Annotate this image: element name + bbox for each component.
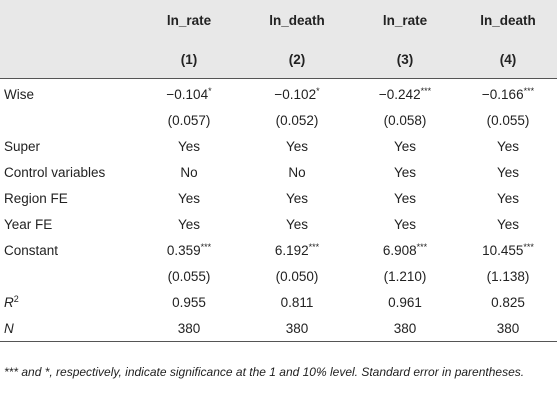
table-cell: Yes <box>177 138 201 154</box>
table-cell: 380 <box>135 315 243 342</box>
table-cell: Yes <box>496 164 520 180</box>
table-cell: 380 <box>459 315 557 342</box>
corner <box>0 40 135 79</box>
table-cell: −0.104* <box>135 79 243 108</box>
table-cell: 0.955 <box>172 294 206 310</box>
cell-sup: *** <box>420 85 432 96</box>
cell-sup: *** <box>416 241 428 252</box>
row-label: Control variables <box>4 164 106 180</box>
table-cell: (0.052) <box>275 112 319 128</box>
table-cell: Yes <box>393 164 417 180</box>
cell-sup: * <box>316 85 320 96</box>
cell-text: 6.192 <box>274 242 309 258</box>
table-cell: 0.811 <box>280 294 314 310</box>
table-cell: 10.455*** <box>459 237 557 263</box>
table-cell: Yes <box>496 190 520 206</box>
table-row: R2 0.955 0.811 0.961 0.825 <box>0 289 557 315</box>
table-row: Year FE Yes Yes Yes Yes <box>0 211 557 237</box>
table-cell: Yes <box>285 216 309 232</box>
table-cell: (0.055) <box>486 112 530 128</box>
table-row: (0.057) (0.052) (0.058) (0.055) <box>0 107 557 133</box>
table-row: Control variables No No Yes Yes <box>0 159 557 185</box>
cell-text: 0.359 <box>166 242 201 258</box>
table-cell: Yes <box>496 138 520 154</box>
column-number: (3) <box>351 40 459 79</box>
table-row: (0.055) (0.050) (1.210) (1.138) <box>0 263 557 289</box>
cell-text: −0.166 <box>481 86 524 102</box>
table-cell: 0.961 <box>388 294 422 310</box>
column-number: (1) <box>135 40 243 79</box>
cell-text: 10.455 <box>482 242 524 258</box>
cell-sup: *** <box>200 241 212 252</box>
table-cell: (1.210) <box>383 268 427 284</box>
table-cell: (0.050) <box>275 268 319 284</box>
table-cell: Yes <box>285 138 309 154</box>
cell-text: R <box>4 294 14 310</box>
header-row: (1) (2) (3) (4) <box>0 40 557 79</box>
table-cell: −0.102* <box>243 79 351 108</box>
cell-sup: 2 <box>13 293 19 304</box>
table-row: N 380 380 380 380 <box>0 315 557 342</box>
table-cell: Yes <box>496 216 520 232</box>
table-cell: Yes <box>393 216 417 232</box>
table-cell: (1.138) <box>486 268 530 284</box>
table-row: Constant 0.359*** 6.192*** 6.908*** 10.455**… <box>0 237 557 263</box>
cell-sup: *** <box>523 85 535 96</box>
corner <box>0 0 135 40</box>
table-cell: 6.192*** <box>243 237 351 263</box>
column-name: ln_death <box>480 12 536 28</box>
table-cell: 380 <box>243 315 351 342</box>
row-label: Year FE <box>4 216 53 232</box>
row-label: Constant <box>4 242 59 258</box>
table-cell: 380 <box>351 315 459 342</box>
table-cell: Yes <box>177 216 201 232</box>
results-table: ln_rate ln_death ln_rate ln_death (1) (2) (3)… <box>0 0 557 342</box>
table-cell: Yes <box>285 190 309 206</box>
table-row: Super Yes Yes Yes Yes <box>0 133 557 159</box>
table-cell: Yes <box>177 190 201 206</box>
table-cell: 0.825 <box>491 294 525 310</box>
table-cell: Yes <box>393 138 417 154</box>
table-cell: No <box>180 164 198 180</box>
table-body: Wise −0.104* −0.102* −0.242*** −0.166*** (0.0… <box>0 79 557 342</box>
table-row: Wise −0.104* −0.102* −0.242*** −0.166*** <box>0 79 557 108</box>
table-cell: −0.166*** <box>459 79 557 108</box>
cell-text: −0.242 <box>378 86 421 102</box>
table-cell: No <box>288 164 306 180</box>
footnote: *** and *, respectively, indicate signif… <box>4 365 525 379</box>
column-name: ln_death <box>269 12 325 28</box>
table-cell: 0.359*** <box>135 237 243 263</box>
row-label <box>0 263 135 289</box>
row-label: Region FE <box>4 190 68 206</box>
cell-sup: *** <box>523 241 534 252</box>
cell-sup: * <box>208 85 212 96</box>
row-label: Wise <box>4 86 34 102</box>
cell-sup: *** <box>308 241 320 252</box>
row-label: Super <box>4 138 41 154</box>
table-cell: Yes <box>393 190 417 206</box>
column-name: ln_rate <box>166 12 212 28</box>
table-cell: −0.242*** <box>351 79 459 108</box>
header-row: ln_rate ln_death ln_rate ln_death <box>0 0 557 40</box>
table-row: Region FE Yes Yes Yes Yes <box>0 185 557 211</box>
table-cell: (0.055) <box>167 268 211 284</box>
column-name: ln_rate <box>382 12 428 28</box>
row-label <box>0 107 135 133</box>
cell-text: −0.102 <box>274 86 317 102</box>
table-cell: 6.908*** <box>351 237 459 263</box>
table-cell: (0.057) <box>167 112 211 128</box>
cell-text: −0.104 <box>166 86 209 102</box>
column-number: (2) <box>243 40 351 79</box>
row-label: R2 <box>0 289 135 315</box>
table-cell: (0.058) <box>383 112 427 128</box>
row-label: N <box>0 315 135 342</box>
cell-text: 6.908 <box>382 242 417 258</box>
column-number: (4) <box>459 40 557 79</box>
